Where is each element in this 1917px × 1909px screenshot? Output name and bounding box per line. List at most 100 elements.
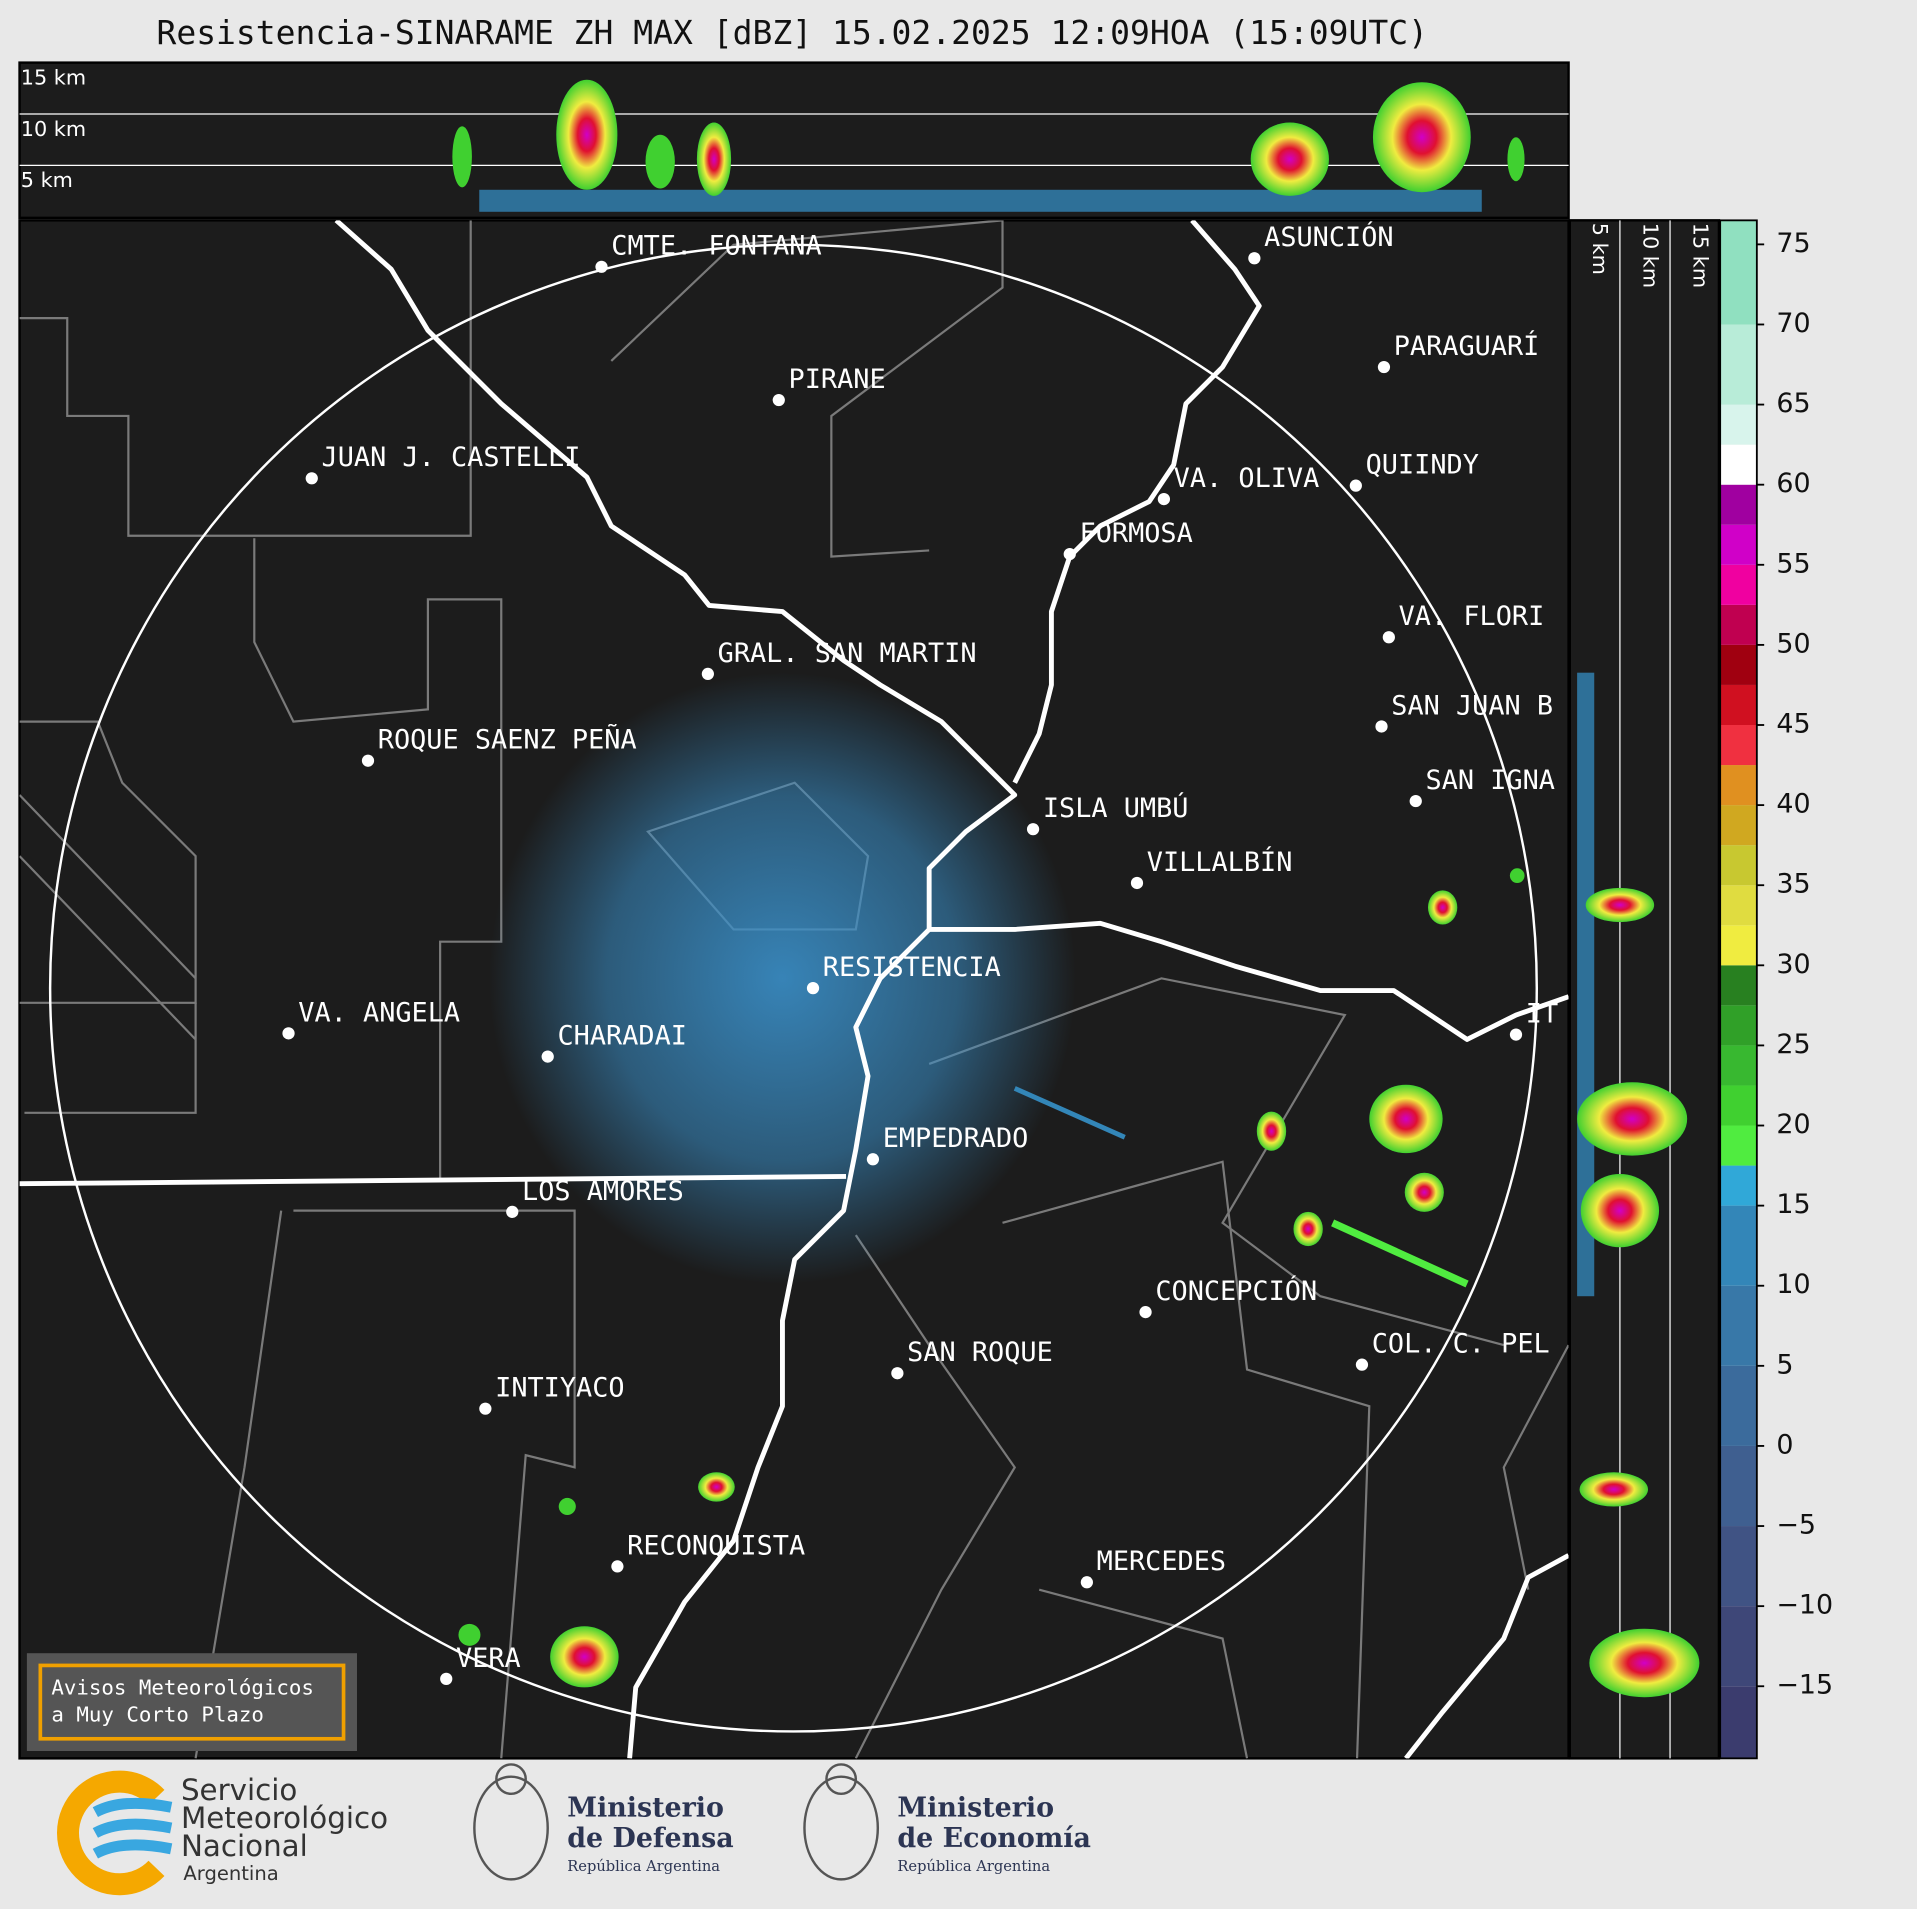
ground-clutter <box>489 672 1076 1284</box>
colorbar-band <box>1720 965 1757 1006</box>
city-label: SAN IGNA <box>1426 765 1555 796</box>
altitude-label: 10 km <box>21 117 86 141</box>
colorbar-band <box>1720 220 1757 325</box>
city-dot <box>595 260 608 273</box>
radar-range-ring <box>48 243 1539 1733</box>
city-label: INTIYACO <box>495 1373 624 1404</box>
colorbar-band <box>1720 1165 1757 1206</box>
city-dot <box>1139 1305 1152 1319</box>
colorbar-tick-label: 55 <box>1776 548 1810 579</box>
city-dot <box>1063 547 1076 561</box>
colorbar-tick-label: 50 <box>1776 628 1810 659</box>
colorbar-band <box>1720 1045 1757 1086</box>
city-label: PIRANE <box>789 364 886 395</box>
colorbar-band <box>1720 444 1757 485</box>
altitude-label: 10 km <box>1638 223 1662 288</box>
city-layer: CMTE. FONTANA PIRANE JUAN J. CASTELLI ASUNC… <box>282 221 1558 1685</box>
colorbar-band <box>1720 1526 1757 1607</box>
logo-text: Servicio <box>181 1773 297 1807</box>
logo-text: Argentina <box>183 1862 278 1885</box>
city-dot <box>1349 479 1362 492</box>
colorbar-band <box>1720 604 1757 645</box>
colorbar-band <box>1720 1125 1757 1166</box>
colorbar-tick-label: 0 <box>1776 1429 1793 1460</box>
city-label: RESISTENCIA <box>823 952 1001 983</box>
city-dot <box>1377 360 1391 374</box>
city-label: RECONQUISTA <box>627 1530 805 1561</box>
altitude-label: 5 km <box>1588 223 1612 275</box>
colorbar-tick-label: 40 <box>1776 789 1810 820</box>
city-dot <box>1409 794 1422 808</box>
city-dot <box>305 472 318 485</box>
city-label: SAN JUAN B <box>1391 690 1553 721</box>
city-label: MERCEDES <box>1097 1546 1226 1577</box>
title: Resistencia-SINARAME ZH MAX [dBZ] 15.02.… <box>156 13 1428 52</box>
city-label: PARAGUARÍ <box>1394 330 1540 362</box>
city-dot <box>1157 492 1171 506</box>
rivers <box>19 220 1569 1759</box>
logo-text: Ministerio <box>567 1793 724 1824</box>
city-dot <box>1355 1358 1369 1371</box>
notice-frame[interactable] <box>38 1663 346 1741</box>
top-echoes <box>452 79 1525 212</box>
logo-text: Nacional <box>181 1829 308 1863</box>
colorbar-band <box>1720 564 1757 605</box>
colorbar-band <box>1720 1205 1757 1286</box>
notice-text: a Muy Corto Plazo <box>51 1703 264 1727</box>
notice-text: Avisos Meteorológicos <box>51 1676 314 1700</box>
colorbar-band <box>1720 324 1757 405</box>
city-dot <box>1248 252 1261 265</box>
colorbar-band <box>1720 805 1757 846</box>
city-dot <box>806 982 820 995</box>
colorbar-band <box>1720 404 1757 445</box>
colorbar-tick-label: 25 <box>1776 1029 1810 1060</box>
city-label: EMPEDRADO <box>883 1123 1029 1154</box>
colorbar-tick-label: 60 <box>1776 468 1810 499</box>
city-label: JUAN J. CASTELLI <box>322 442 581 473</box>
altitude-label: 5 km <box>21 168 73 192</box>
city-dot <box>440 1672 453 1685</box>
city-label: IT <box>1526 999 1558 1030</box>
colorbar-tick-label: 30 <box>1776 949 1810 980</box>
smn-logo <box>57 1770 173 1896</box>
colorbar-band <box>1720 765 1757 806</box>
city-label: VA. FLORI <box>1399 601 1545 632</box>
city-label: CMTE. FONTANA <box>611 231 821 262</box>
city-dot <box>1080 1576 1093 1589</box>
colorbar-band <box>1720 1285 1757 1366</box>
colorbar-band <box>1720 524 1757 565</box>
coat-of-arms <box>473 1763 880 1881</box>
notice-panel <box>26 1653 357 1752</box>
colorbar-tick-label: 35 <box>1776 869 1810 900</box>
colorbar-tick-label: 65 <box>1776 388 1810 419</box>
city-label: LOS AMORES <box>522 1176 684 1207</box>
city-label: CONCEPCIÓN <box>1155 1275 1317 1307</box>
city-label: ASUNCIÓN <box>1264 221 1393 253</box>
colorbar-tick-label: 15 <box>1776 1189 1810 1220</box>
city-label: GRAL. SAN MARTIN <box>718 638 977 669</box>
colorbar-band <box>1720 1085 1757 1126</box>
colorbar-tick-label: 70 <box>1776 308 1810 339</box>
colorbar-band <box>1720 484 1757 525</box>
logo-text: Meteorológico <box>181 1801 388 1835</box>
map-layers <box>19 220 1569 1759</box>
city-label: QUIINDY <box>1366 450 1479 481</box>
city-dot <box>282 1027 295 1040</box>
city-label: ISLA UMBÚ <box>1043 792 1189 824</box>
logo-text: de Defensa <box>567 1823 733 1854</box>
colorbar-band <box>1720 885 1757 926</box>
city-label: VILLALBÍN <box>1147 846 1293 878</box>
city-label: ROQUE SAENZ PEÑA <box>378 724 637 756</box>
colorbar-band <box>1720 724 1757 766</box>
city-dot <box>1026 823 1040 836</box>
city-dot <box>1130 876 1144 890</box>
right-echoes <box>1577 672 1700 1698</box>
colorbar-tick-label: 45 <box>1776 708 1810 739</box>
colorbar-band <box>1720 684 1757 725</box>
colorbar-frame <box>1719 219 1758 1760</box>
logo-text: Ministerio <box>897 1793 1054 1824</box>
city-label: CHARADAI <box>557 1021 686 1052</box>
city-dot <box>541 1050 554 1063</box>
logo-text: República Argentina <box>567 1858 720 1875</box>
